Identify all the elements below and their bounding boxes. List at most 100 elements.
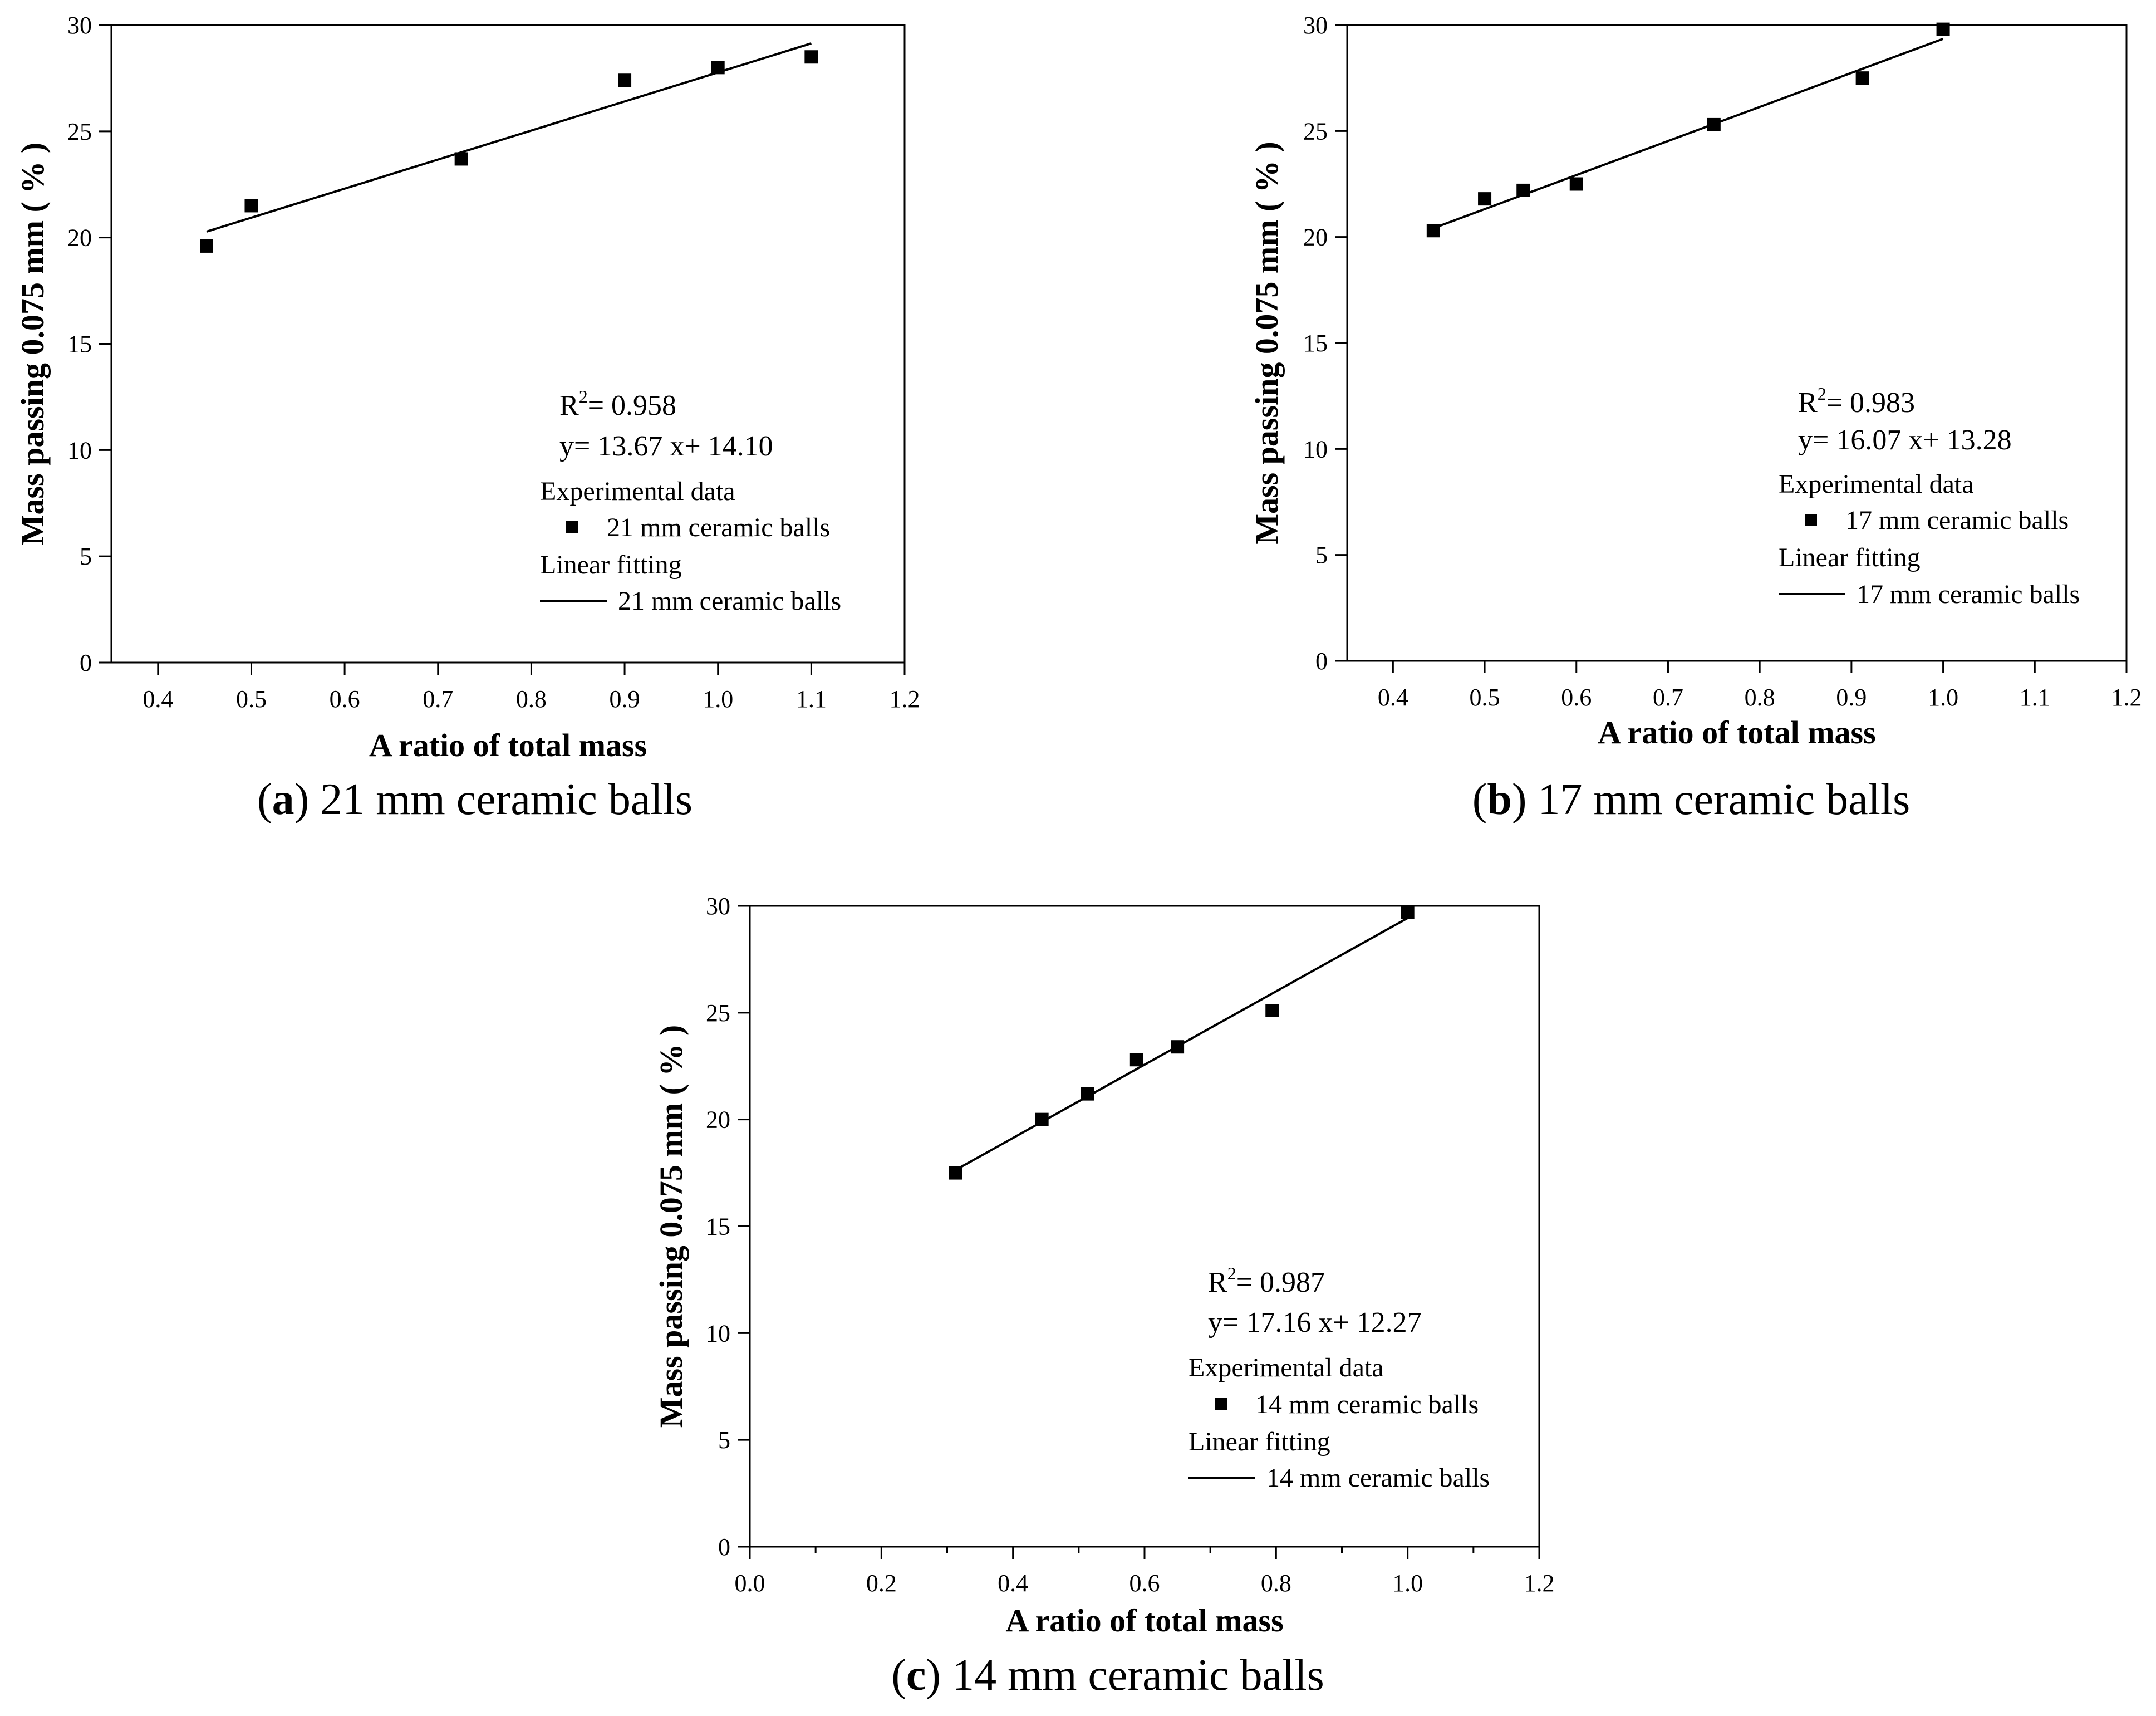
data-point [1081,1087,1094,1101]
y-tick-label: 20 [67,224,92,252]
x-tick-label: 0.6 [1561,684,1592,711]
r-squared-value: = 0.958 [588,390,676,421]
x-tick-label: 0.7 [1653,684,1683,711]
y-tick-label: 15 [67,331,92,358]
x-tick-label: 1.2 [2111,684,2142,711]
x-tick-label: 0.8 [1261,1570,1291,1597]
legend-fitting-label: 14 mm ceramic balls [1266,1463,1490,1493]
r-squared-annotation: R2= 0.983 [1798,384,1915,419]
data-point [804,50,818,64]
legend-marker-square [1805,514,1817,526]
caption-text: 17 mm ceramic balls [1538,775,1911,824]
caption-text: 14 mm ceramic balls [952,1651,1324,1700]
x-tick-label: 0.4 [1378,684,1408,711]
y-axis-title: Mass passing 0.075 mm ( % ) [653,1025,689,1428]
y-tick-label: 0 [80,649,92,676]
legend-experimental-title: Experimental data [1779,469,1974,499]
y-tick-label: 15 [706,1213,730,1241]
y-tick-label: 5 [80,543,92,570]
plot-frame [1346,24,2128,662]
caption-paren-open: ( [891,1651,906,1700]
r-squared-annotation: R2= 0.958 [559,386,676,421]
data-point [454,152,468,166]
x-tick-label: 0.4 [998,1570,1028,1597]
data-point [1707,117,1721,131]
legend-marker-square [566,521,578,533]
r-squared-superscript: 2 [579,386,588,406]
data-point [1035,1112,1049,1126]
caption-letter: a [272,775,294,824]
x-tick-label: 1.2 [1524,1570,1555,1597]
y-axis-title: Mass passing 0.075 mm ( % ) [14,143,51,545]
data-point [1936,22,1950,36]
fit-equation: y= 17.16 x+ 12.27 [1208,1307,1422,1339]
y-tick-label: 5 [718,1426,730,1454]
data-point [200,239,213,253]
panel-caption: (b) 17 mm ceramic balls [1472,775,1910,824]
y-tick-label: 30 [706,893,730,920]
x-tick-label: 0.0 [735,1570,765,1597]
y-tick-label: 30 [1303,12,1328,39]
data-point [711,61,725,75]
y-tick-label: 5 [1315,542,1328,569]
legend-fitting-title: Linear fitting [1779,543,1921,572]
caption-letter: b [1487,775,1512,824]
r-squared-superscript: 2 [1227,1263,1236,1283]
caption-text: 21 mm ceramic balls [320,775,693,824]
x-axis-title: A ratio of total mass [369,727,647,763]
legend-experimental-label: 17 mm ceramic balls [1845,506,2069,535]
r-squared-symbol: R [1798,387,1818,419]
legend-experimental-title: Experimental data [540,477,735,506]
x-tick-label: 1.0 [1392,1570,1423,1597]
y-tick-label: 25 [67,118,92,145]
legend-fitting-title: Linear fitting [540,550,682,580]
data-point [1171,1040,1185,1054]
x-axis-title: A ratio of total mass [1598,714,1875,751]
y-tick-label: 20 [1303,224,1328,251]
x-axis-title: A ratio of total mass [1005,1602,1283,1639]
chart-panel-b: 0.4 0.5 0.6 0.7 0.8 0.9 1.0 1.1 1.2 0 5 10 15 20 25 30 A… [1249,12,2142,824]
data-point [1569,177,1583,191]
legend-experimental-label: 21 mm ceramic balls [607,513,830,542]
r-squared-annotation: R2= 0.987 [1208,1263,1325,1298]
caption-paren-open: ( [1472,775,1487,824]
y-tick-label: 10 [1303,435,1328,463]
y-axis-title: Mass passing 0.075 mm ( % ) [1249,141,1285,544]
legend-experimental-label: 14 mm ceramic balls [1255,1390,1479,1419]
x-tick-label: 0.8 [1745,684,1775,711]
x-tick-label: 0.6 [330,685,360,713]
fit-equation: y= 13.67 x+ 14.10 [559,430,773,462]
caption-paren-close: ) [1512,775,1538,824]
x-tick-label: 0.4 [143,685,173,713]
data-point [1401,905,1415,919]
r-squared-value: = 0.987 [1236,1267,1325,1298]
data-point [1516,183,1530,197]
y-tick-label: 0 [1315,648,1328,675]
y-tick-label: 30 [67,12,92,39]
data-point [1129,1053,1143,1067]
y-tick-label: 15 [1303,330,1328,357]
r-squared-symbol: R [559,390,579,421]
x-tick-label: 0.9 [1836,684,1867,711]
data-point [1478,192,1492,206]
y-tick-label: 0 [718,1533,730,1561]
data-point [618,73,632,87]
y-tick-label: 25 [1303,117,1328,145]
legend-marker-square [1215,1398,1227,1410]
plot-frame [110,24,906,664]
x-tick-label: 0.8 [516,685,547,713]
panel-caption: (a) 21 mm ceramic balls [257,775,693,824]
r-squared-value: = 0.983 [1826,387,1915,419]
x-tick-label: 0.9 [610,685,640,713]
y-tick-label: 25 [706,999,730,1027]
y-tick-label: 10 [67,437,92,464]
caption-paren-close: ) [926,1651,952,1700]
x-tick-label: 1.0 [1928,684,1958,711]
plot-frame [749,905,1540,1548]
x-tick-label: 1.1 [796,685,827,713]
legend-fitting-title: Linear fitting [1188,1427,1330,1457]
x-tick-label: 0.7 [423,685,453,713]
fit-equation: y= 16.07 x+ 13.28 [1798,424,2012,456]
caption-letter: c [906,1651,926,1700]
x-tick-label: 0.5 [236,685,267,713]
